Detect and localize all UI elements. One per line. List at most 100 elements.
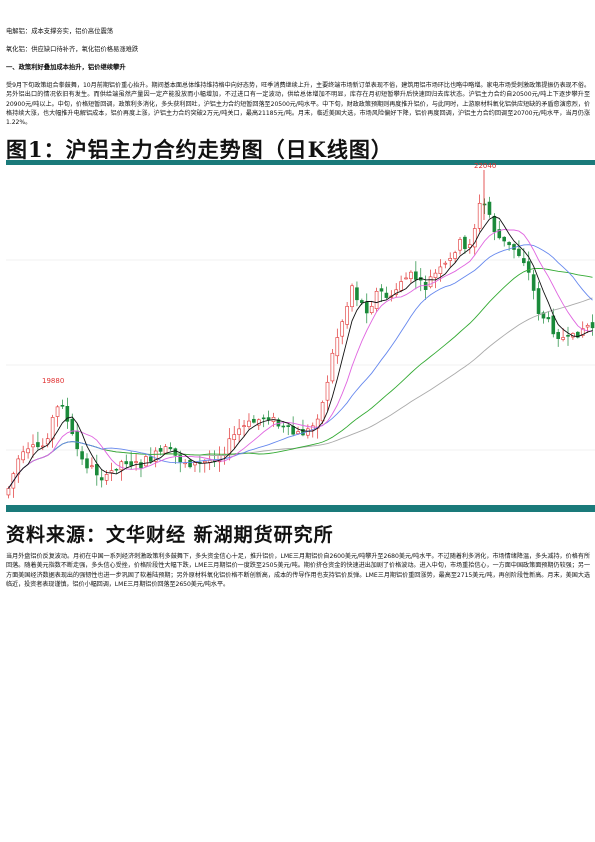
candle-body <box>99 477 104 481</box>
paragraph-1: 受9月下旬政策组合拳鼓舞，10月前期铝价重心抬升。期间基本面总体维持维持格中向好… <box>6 82 590 127</box>
candle-body <box>31 444 35 448</box>
candle-body <box>65 406 70 422</box>
candle-body <box>266 417 271 420</box>
candle-body <box>468 244 472 248</box>
candle-body <box>163 446 168 454</box>
candle-body <box>178 454 183 463</box>
candle-body <box>580 328 585 336</box>
subtitle-line-1: 电解铝：成本支撑夯实，铝价高位震荡 <box>6 28 114 35</box>
candle-body <box>345 306 349 325</box>
candle-body <box>45 438 50 445</box>
candle-body <box>60 404 65 407</box>
candle-body <box>477 202 482 229</box>
candle-body <box>252 418 256 423</box>
candlestick-chart: 19880 22040 <box>6 160 595 512</box>
candle-body <box>487 201 492 215</box>
candle-body <box>75 430 79 450</box>
candle-body <box>281 425 286 428</box>
low-annotation: 19880 <box>42 377 64 385</box>
subtitle-line-2: 氧化铝：供应缺口待补齐，氧化铝价格易涨难跌 <box>6 46 139 53</box>
candle-body <box>325 381 330 401</box>
candle-body <box>129 461 133 466</box>
candle-body <box>463 236 467 249</box>
high-annotation: 22040 <box>474 162 496 170</box>
candle-body <box>561 337 565 340</box>
candle-body <box>551 315 556 335</box>
candle-body <box>286 425 291 427</box>
candle-body <box>438 266 443 274</box>
candle-body <box>119 461 124 471</box>
candle-body <box>360 300 364 303</box>
section-heading: 一、政策利好叠加成本抬升，铝价继续攀升 <box>6 64 126 71</box>
candle-body <box>335 337 340 357</box>
candle-body <box>237 428 241 435</box>
candle-body <box>26 448 30 454</box>
candle-body <box>507 242 511 246</box>
candle-body <box>531 274 536 291</box>
candle-body <box>379 288 384 292</box>
candle-body <box>261 417 266 420</box>
figure-title: 图1：沪铝主力合约走势图（日K线图） <box>6 137 393 162</box>
candle-body <box>21 451 25 461</box>
candle-body <box>247 420 251 427</box>
candle-body <box>168 447 173 450</box>
paragraph-2: 当月外盘铝价反复波动。月初在中国一系列经济刺激政策利多鼓舞下，多头资金信心十足，… <box>6 553 590 588</box>
candle-body <box>114 468 119 471</box>
candle-body <box>232 434 237 440</box>
candle-body <box>144 456 148 467</box>
source-caption: 资料来源：文华财经 新湖期货研究所 <box>6 524 334 546</box>
ma20-line <box>8 244 593 489</box>
chart-top-band <box>6 160 595 165</box>
candle-body <box>242 425 246 427</box>
candle-body <box>364 301 369 314</box>
ma5-line <box>8 216 593 489</box>
candle-body <box>453 252 457 259</box>
candle-body <box>414 271 418 280</box>
candle-body <box>80 451 84 460</box>
candle-body <box>369 305 374 313</box>
candle-body <box>492 215 497 233</box>
ma10-line <box>8 228 593 489</box>
candle-body <box>497 229 502 239</box>
candle-body <box>443 262 448 265</box>
candle-body <box>310 425 315 431</box>
candle-body <box>517 248 521 256</box>
candle-body <box>296 431 300 434</box>
candle-body <box>355 287 359 301</box>
candle-body <box>404 277 408 280</box>
candle-body <box>448 258 453 261</box>
candle-body <box>428 276 433 288</box>
candle-body <box>536 288 541 314</box>
candle-body <box>566 335 570 337</box>
candle-body <box>541 312 546 319</box>
candle-body <box>134 461 138 463</box>
candle-body <box>124 461 129 465</box>
ma60-line <box>8 297 593 489</box>
candle-body <box>207 460 212 463</box>
candle-body <box>104 474 109 481</box>
candle-body <box>188 459 192 468</box>
candle-body <box>585 324 590 328</box>
chart-bottom-band <box>6 505 595 512</box>
candle-body <box>36 442 40 448</box>
candle-body <box>320 402 325 422</box>
candle-body <box>90 465 94 468</box>
candle-body <box>153 450 158 462</box>
candle-body <box>55 406 60 417</box>
candle-body <box>109 470 114 473</box>
candle-body <box>482 203 487 206</box>
candle-body <box>50 417 55 440</box>
candle-body <box>95 464 99 476</box>
candle-body <box>472 228 477 248</box>
candle-body <box>546 317 551 320</box>
candle-body <box>556 332 560 339</box>
candle-body <box>526 261 531 273</box>
candle-body <box>70 418 75 435</box>
candle-body <box>139 462 143 469</box>
candlestick-chart-svg: 19880 22040 <box>6 160 595 512</box>
candle-body <box>350 285 354 308</box>
candle-body <box>502 236 506 242</box>
candle-body <box>158 448 163 452</box>
candle-body <box>291 426 295 435</box>
ma40-line <box>8 267 593 489</box>
